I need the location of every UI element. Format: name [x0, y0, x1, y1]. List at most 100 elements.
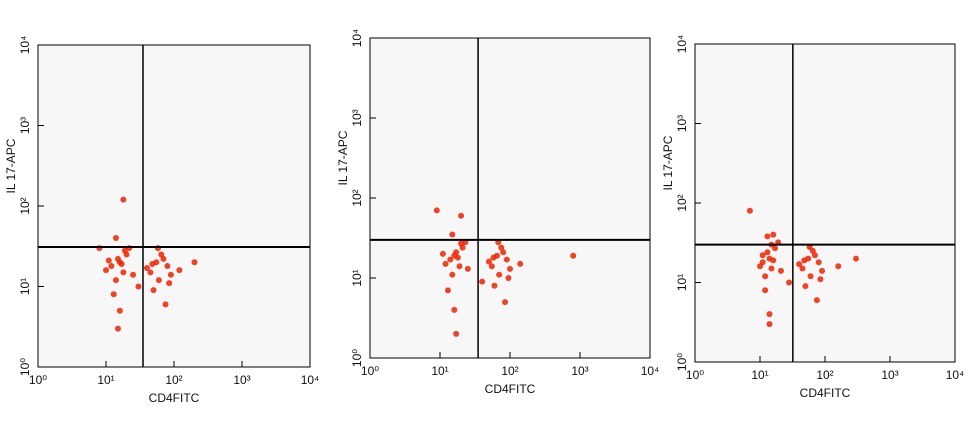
y-tick-label: 10³ [675, 115, 689, 132]
event-dot [786, 279, 793, 286]
event-dot [150, 287, 157, 294]
event-dot [770, 257, 777, 264]
event-dot [777, 267, 784, 274]
event-dot [449, 271, 456, 278]
x-tick-label: 10¹ [431, 364, 448, 378]
plot-area [369, 37, 651, 359]
x-tick-label: 10⁰ [29, 373, 47, 387]
x-tick-label: 10² [501, 364, 518, 378]
event-dot [485, 258, 492, 265]
event-dot [453, 330, 460, 337]
event-dot [488, 263, 495, 270]
event-dot [135, 283, 142, 290]
event-dot [770, 231, 777, 238]
event-dot [114, 325, 121, 332]
event-dot [853, 255, 860, 262]
event-dot [764, 249, 771, 256]
x-axis-label: CD4FITC [485, 382, 536, 396]
y-tick-label: 10² [675, 194, 689, 211]
x-tick-label: 10⁰ [361, 364, 379, 378]
event-dot [458, 240, 465, 247]
y-tick-label: 10⁴ [675, 35, 689, 54]
event-dot [105, 257, 112, 264]
event-dot [517, 260, 524, 267]
event-dot [502, 299, 509, 306]
event-dot [155, 277, 162, 284]
event-dot [766, 321, 773, 328]
event-dot [815, 259, 822, 266]
x-tick-label: 10² [165, 373, 182, 387]
event-dot [500, 249, 507, 256]
event-dot [819, 267, 826, 274]
x-axis-label: CD4FITC [800, 386, 851, 400]
event-dot [164, 262, 171, 269]
event-dot [120, 269, 127, 276]
event-dot [505, 275, 512, 281]
event-dot [801, 257, 808, 264]
event-dot [759, 252, 766, 259]
event-dot [176, 267, 183, 274]
event-dot [757, 263, 763, 270]
event-dot [103, 267, 109, 274]
event-dot [498, 244, 505, 251]
y-tick-label: 10⁴ [350, 29, 364, 48]
event-dot [456, 263, 463, 270]
x-tick-label: 10⁴ [641, 364, 660, 378]
y-axis-label: IL 17-APC [661, 135, 675, 190]
event-dot [110, 291, 117, 298]
x-tick-label: 10⁴ [301, 373, 320, 387]
event-dot [166, 280, 173, 287]
event-dot [817, 276, 824, 283]
event-dot [112, 235, 119, 242]
event-dot [764, 233, 771, 240]
event-dot [439, 250, 446, 257]
event-dot [813, 297, 820, 304]
x-tick-label: 10³ [881, 368, 898, 382]
event-dot [433, 207, 440, 214]
event-dot [768, 265, 775, 272]
event-dot [447, 256, 454, 263]
event-dot [479, 278, 486, 285]
event-dot [162, 301, 169, 308]
event-dot [147, 269, 154, 276]
y-tick-label: 10² [350, 189, 364, 206]
y-tick-label: 10¹ [675, 274, 689, 291]
event-dot [799, 265, 806, 272]
event-dot [130, 271, 137, 278]
event-dot [766, 311, 773, 318]
event-dot [158, 251, 165, 258]
event-dot [143, 264, 150, 271]
y-tick-label: 10² [18, 197, 32, 214]
y-tick-label: 10¹ [18, 278, 32, 295]
event-dot [796, 261, 803, 268]
event-dot [149, 261, 156, 268]
y-tick-label: 10¹ [350, 269, 364, 286]
x-tick-label: 10³ [233, 373, 250, 387]
y-tick-label: 10⁴ [18, 36, 32, 55]
event-dot [491, 282, 498, 289]
y-tick-label: 10³ [18, 117, 32, 134]
y-tick-label: 10⁰ [675, 353, 689, 371]
plot-area [694, 43, 956, 363]
y-axis-label: IL 17-APC [336, 130, 350, 185]
x-tick-label: 10⁰ [686, 368, 704, 382]
y-tick-label: 10⁰ [350, 349, 364, 367]
event-dot [802, 283, 809, 290]
event-dot [108, 262, 115, 269]
event-dot [442, 260, 449, 267]
event-dot [191, 259, 198, 266]
x-tick-label: 10³ [571, 364, 588, 378]
event-dot [121, 247, 128, 254]
y-axis-label: IL 17-APC [4, 138, 18, 193]
event-dot [451, 306, 458, 313]
x-tick-label: 10¹ [97, 373, 114, 387]
x-tick-label: 10¹ [751, 368, 768, 382]
event-dot [118, 261, 125, 268]
plot-area [37, 44, 311, 368]
event-dot [746, 207, 753, 214]
event-dot [507, 265, 513, 272]
event-dot [444, 287, 451, 294]
event-dot [490, 254, 497, 261]
event-dot [116, 307, 123, 314]
